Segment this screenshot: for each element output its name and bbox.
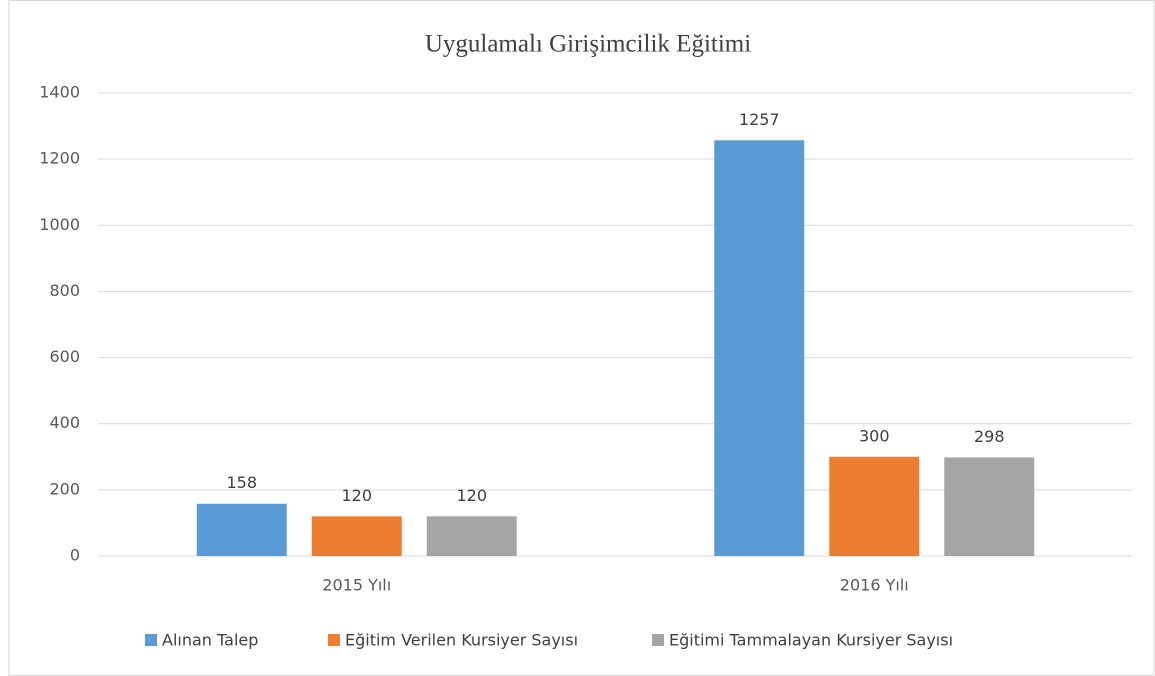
- y-tick-label: 0: [70, 546, 80, 565]
- y-tick-label: 1400: [39, 83, 80, 102]
- data-label: 1257: [739, 110, 780, 129]
- y-tick-label: 1000: [39, 215, 80, 234]
- bar: [426, 516, 517, 556]
- y-tick-label: 800: [49, 281, 80, 300]
- y-tick-label: 200: [49, 479, 80, 498]
- data-label: 300: [859, 426, 890, 445]
- x-tick-label: 2016 Yılı: [840, 576, 909, 595]
- bar: [311, 516, 402, 556]
- y-tick-label: 400: [49, 413, 80, 432]
- legend-swatch: [328, 634, 340, 646]
- chart-title: Uygulamalı Girişimcilik Eğitimi: [425, 31, 751, 58]
- bar: [944, 457, 1035, 556]
- bar: [829, 456, 920, 556]
- legend-label: Eğitim Verilen Kursiyer Sayısı: [345, 631, 578, 650]
- y-tick-label: 1200: [39, 149, 80, 168]
- data-label: 298: [974, 427, 1005, 446]
- legend-swatch: [145, 634, 157, 646]
- legend-label: Eğitimi Tammalayan Kursiyer Sayısı: [669, 631, 953, 650]
- data-label: 120: [341, 486, 372, 505]
- legend-label: Alınan Talep: [162, 631, 258, 650]
- data-label: 120: [456, 486, 487, 505]
- chart-border: [8, 0, 1155, 676]
- bar: [196, 503, 287, 556]
- y-tick-label: 600: [49, 347, 80, 366]
- bar: [714, 140, 805, 556]
- data-label: 158: [226, 473, 257, 492]
- legend-swatch: [652, 634, 664, 646]
- x-tick-label: 2015 Yılı: [322, 576, 391, 595]
